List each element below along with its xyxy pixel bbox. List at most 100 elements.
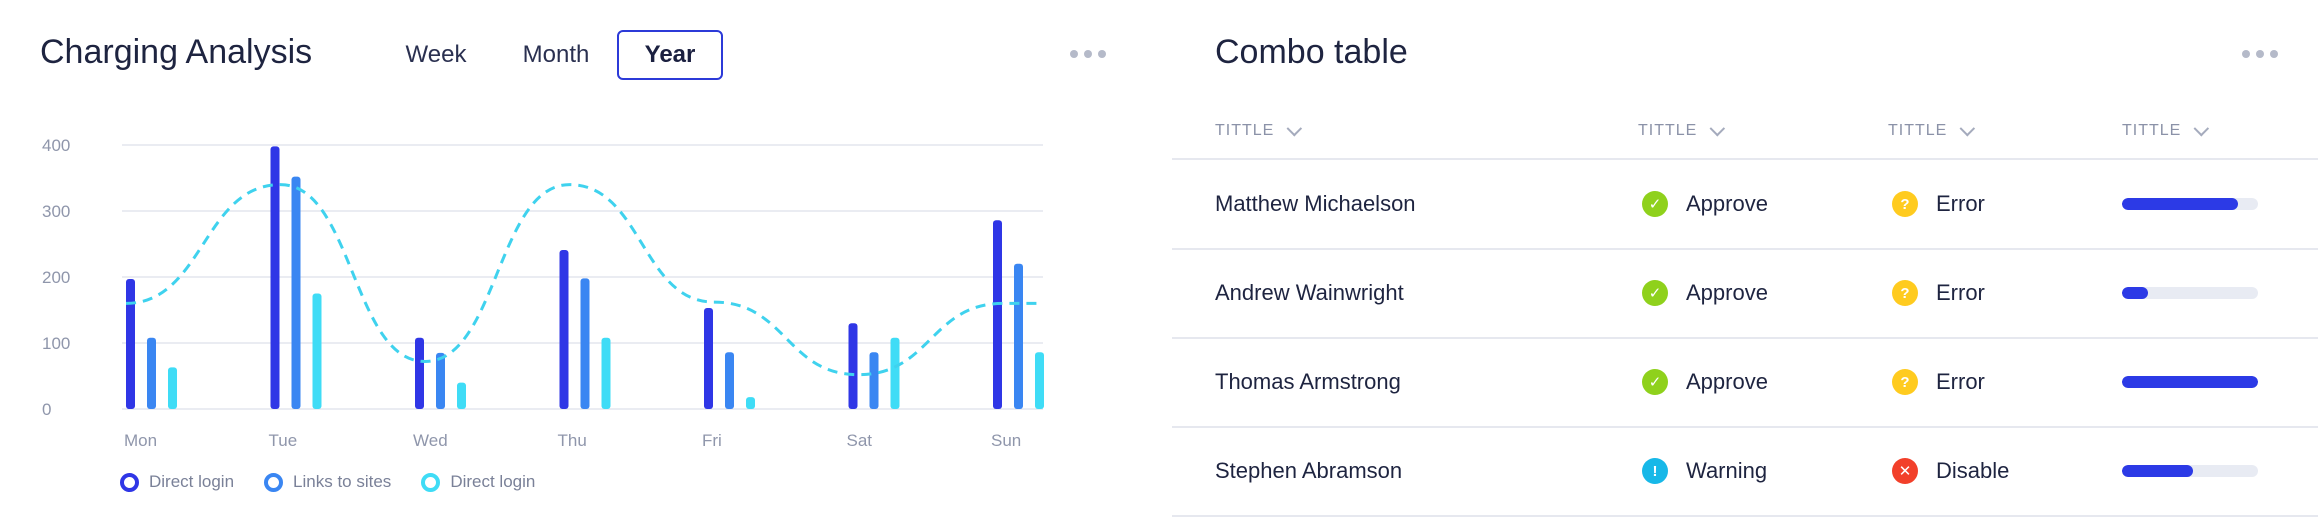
legend-label: Links to sites [293,472,392,491]
x-tick-label: Tue [269,431,298,450]
row-name: Stephen Abramson [1215,458,1403,483]
column-header-4[interactable]: TITTLE [2122,120,2210,140]
status-label: Warning [1686,458,1768,483]
table-row[interactable]: Thomas Armstrong ✓ Approve ? Error [1172,338,2318,428]
y-tick-label: 100 [42,334,70,353]
bar [312,293,322,409]
row-name: Matthew Michaelson [1215,191,1416,216]
x-tick-label: Mon [124,431,157,450]
bar [457,382,466,409]
status-label: Error [1936,369,1985,394]
progress-fill [2122,465,2193,477]
status-label: Approve [1686,191,1768,216]
row-status-1: ✓ Approve [1642,160,1768,248]
bar [270,146,280,409]
charging-analysis-chart: 0 100 200 300 400 Mon Tue Wed Thu Fri Sat Sun [42,136,1044,450]
row-status-1: ✓ Approve [1642,249,1768,337]
check-icon: ✓ [1642,191,1668,217]
bar [415,337,424,409]
bar [1014,263,1023,409]
progress-bar [2122,198,2258,210]
row-name: Andrew Wainwright [1215,280,1404,305]
row-status-2: ✕ Disable [1892,427,2009,515]
column-header-3[interactable]: TITTLE [1888,120,1976,140]
legend-dot-icon [421,472,441,492]
legend-item-direct-login-2: Direct login [421,472,535,492]
charging-analysis-title: Charging Analysis [40,33,313,71]
chevron-down-icon [1709,120,1726,136]
question-icon: ? [1892,191,1918,217]
x-tick-label: Sat [847,431,873,450]
y-tick-label: 0 [42,400,51,419]
column-header-1[interactable]: TITTLE [1215,120,1303,140]
y-tick-label: 300 [42,202,70,221]
chevron-down-icon [1959,120,1976,136]
check-icon: ✓ [1642,369,1668,395]
status-label: Approve [1686,369,1768,394]
legend-label: Direct login [149,472,235,491]
row-progress [2122,160,2258,248]
charging-analysis-card: Charging Analysis Week Month Year 0 100 20… [0,0,1130,528]
chart-legend: Direct login Links to sites Direct login [120,472,535,492]
progress-fill [2122,198,2238,210]
progress-fill [2122,376,2258,388]
chevron-down-icon [1286,120,1303,136]
tab-week[interactable]: Week [405,41,467,68]
bar [848,323,858,409]
tab-month[interactable]: Month [522,41,590,68]
legend-item-links-to-sites: Links to sites [264,472,391,492]
check-icon: ✓ [1642,280,1668,306]
tab-year[interactable]: Year [617,30,723,80]
question-icon: ? [1892,280,1918,306]
exclamation-icon: ! [1642,458,1668,484]
more-options-icon[interactable] [1070,50,1106,58]
row-status-2: ? Error [1892,338,1985,426]
status-label: Error [1936,191,1985,216]
chevron-down-icon [2193,120,2210,136]
bar [890,337,900,409]
row-status-2: ? Error [1892,160,1985,248]
x-tick-label: Thu [558,431,587,450]
table-row[interactable]: Stephen Abramson ! Warning ✕ Disable [1172,427,2318,517]
table-row[interactable]: Matthew Michaelson ✓ Approve ? Error [1172,160,2318,250]
legend-item-direct-login: Direct login [120,472,234,492]
bar [1035,352,1044,409]
row-name: Thomas Armstrong [1215,369,1401,394]
progress-bar [2122,287,2258,299]
table-header: TITTLE TITTLE TITTLE TITTLE [1172,116,2318,160]
bar [704,308,713,409]
table-row[interactable]: Andrew Wainwright ✓ Approve ? Error [1172,249,2318,339]
column-header-2[interactable]: TITTLE [1638,120,1726,140]
x-icon: ✕ [1892,458,1918,484]
legend-dot-icon [120,472,139,492]
row-status-1: ✓ Approve [1642,338,1768,426]
combo-table-title: Combo table [1215,33,1408,71]
question-icon: ? [1892,369,1918,395]
row-progress [2122,427,2258,515]
row-progress [2122,338,2258,426]
progress-bar [2122,376,2258,388]
progress-bar [2122,465,2258,477]
combo-table-card: Combo table TITTLE TITTLE TITTLE TITTLE … [1172,0,2318,528]
x-tick-label: Fri [702,431,722,450]
more-options-icon[interactable] [2242,50,2278,58]
bar [559,249,569,409]
x-tick-label: Wed [413,431,448,450]
y-tick-label: 200 [42,268,70,287]
bar [993,220,1002,409]
legend-label: Direct login [450,472,536,491]
bar [580,278,590,409]
row-status-1: ! Warning [1642,427,1767,515]
row-status-2: ? Error [1892,249,1985,337]
row-progress [2122,249,2258,337]
status-label: Error [1936,280,1985,305]
y-tick-label: 400 [42,136,70,155]
bar [725,352,734,409]
bar [436,352,445,409]
bar [291,176,301,409]
bar [147,337,156,409]
bar [126,278,135,409]
bar [601,337,611,409]
bar [869,352,879,409]
bar [168,367,177,409]
